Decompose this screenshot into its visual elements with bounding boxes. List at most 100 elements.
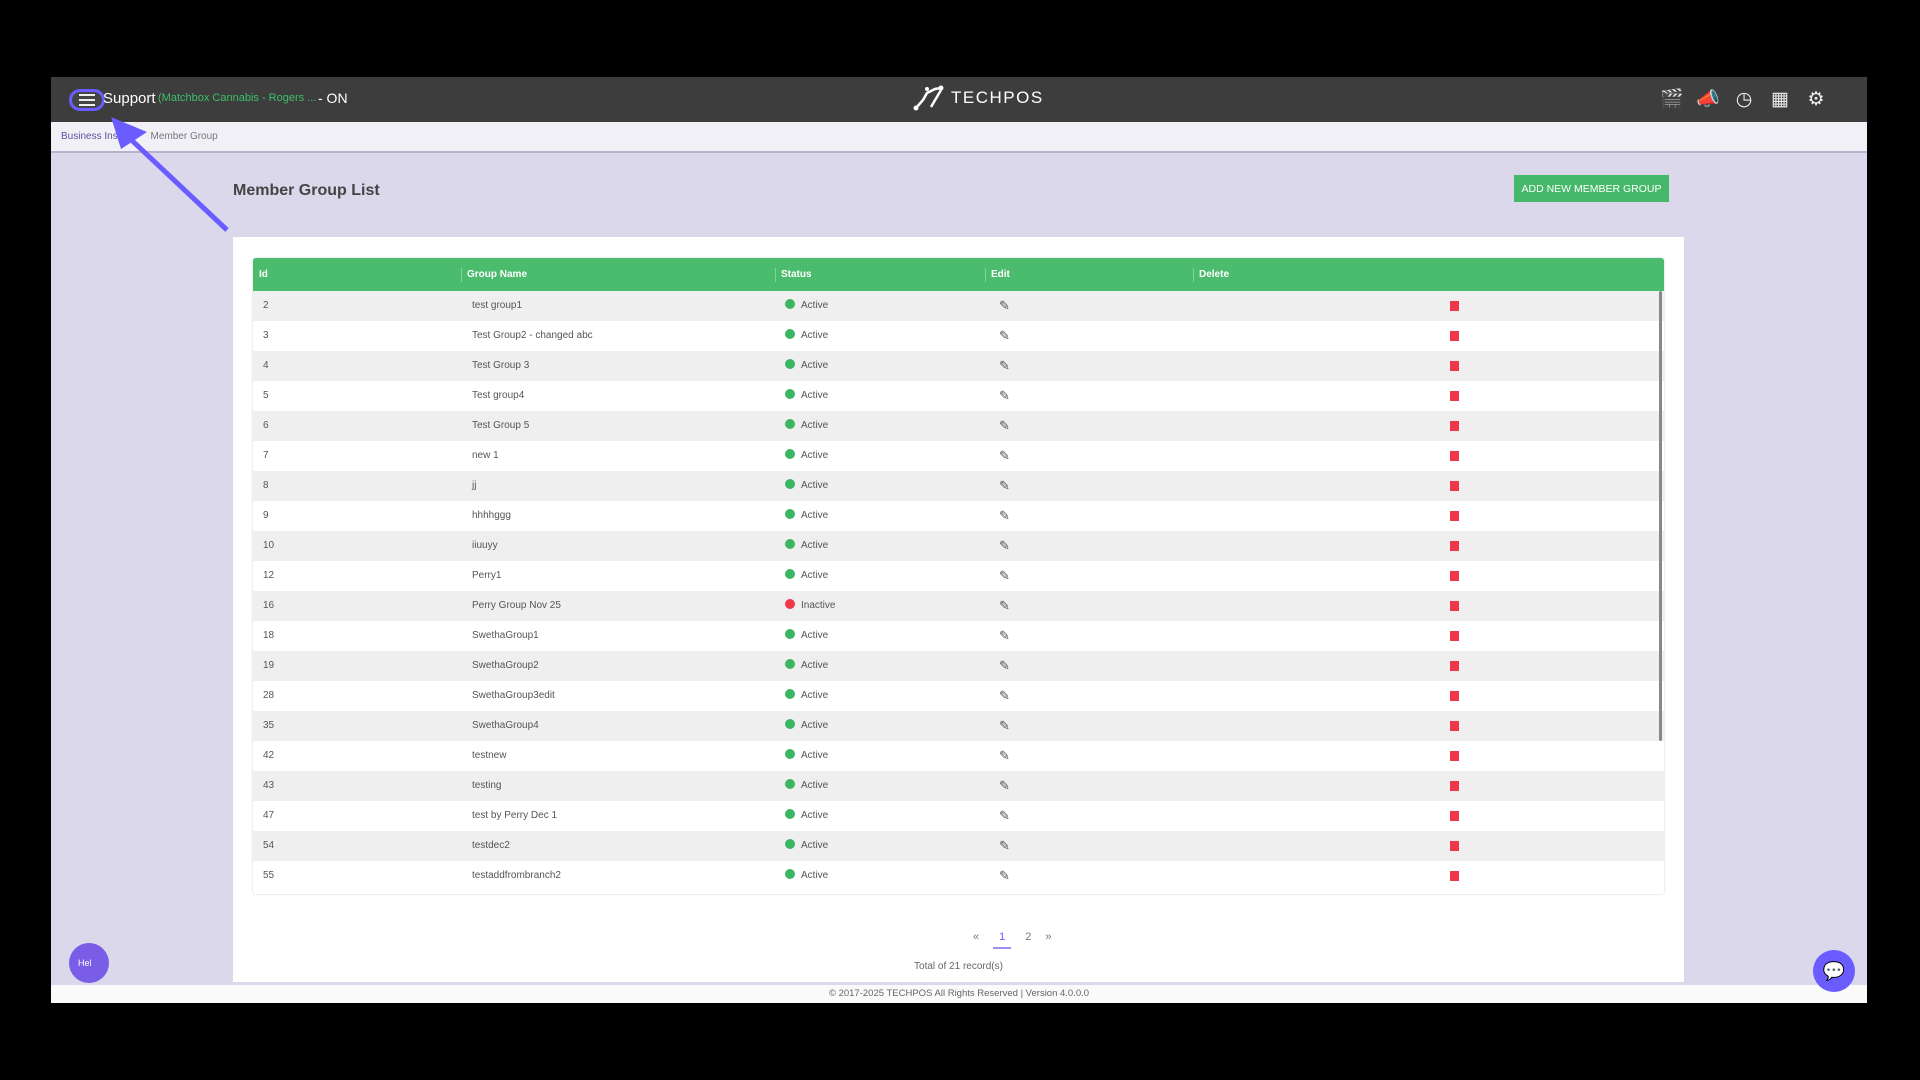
edit-pencil-icon[interactable]: ✎ [999, 448, 1010, 463]
delete-trash-icon[interactable] [1450, 381, 1459, 414]
status-text: Active [801, 570, 829, 581]
status-text: Active [801, 630, 829, 641]
status-text: Active [801, 390, 829, 401]
row-id: 18 [263, 630, 275, 641]
edit-pencil-icon[interactable]: ✎ [999, 718, 1010, 733]
table-row: 9 hhhhggg Active ✎ [253, 501, 1664, 531]
col-id[interactable]: Id [259, 269, 268, 280]
edit-pencil-icon[interactable]: ✎ [999, 538, 1010, 553]
edit-pencil-icon[interactable]: ✎ [999, 568, 1010, 583]
edit-pencil-icon[interactable]: ✎ [999, 778, 1010, 793]
row-status: Inactive [785, 591, 835, 621]
row-status: Active [785, 351, 828, 381]
delete-trash-icon[interactable] [1450, 351, 1459, 384]
divider [461, 268, 462, 282]
prev-page[interactable]: « [973, 931, 980, 943]
status-text: Active [801, 810, 829, 821]
row-status: Active [785, 741, 828, 771]
col-status[interactable]: Status [781, 269, 812, 280]
edit-pencil-icon[interactable]: ✎ [999, 418, 1010, 433]
row-status: Active [785, 291, 828, 321]
row-id: 54 [263, 840, 275, 851]
logo-text: TECHPOS [951, 88, 1044, 107]
hamburger-menu-button[interactable] [69, 89, 105, 111]
breadcrumb-parent[interactable]: Business Ins [61, 131, 118, 142]
table-row: 4 Test Group 3 Active ✎ [253, 351, 1664, 381]
row-status: Active [785, 681, 828, 711]
video-clapper-icon[interactable]: 🎬 [1660, 89, 1684, 110]
edit-pencil-icon[interactable]: ✎ [999, 328, 1010, 343]
edit-pencil-icon[interactable]: ✎ [999, 358, 1010, 373]
chat-icon[interactable]: 💬 [1813, 950, 1855, 992]
row-status: Active [785, 861, 828, 891]
status-dot-icon [785, 869, 795, 879]
col-group-name[interactable]: Group Name [467, 269, 528, 280]
delete-trash-icon[interactable] [1450, 591, 1459, 624]
row-group-name: SwethaGroup2 [472, 660, 539, 671]
delete-trash-icon[interactable] [1450, 861, 1459, 894]
table-card: Id Group Name Status Edit Delete 2 test … [233, 237, 1684, 982]
delete-trash-icon[interactable] [1450, 411, 1459, 444]
delete-trash-icon[interactable] [1450, 681, 1459, 714]
row-status: Active [785, 321, 828, 351]
row-id: 43 [263, 780, 275, 791]
megaphone-icon[interactable]: 📣 [1696, 89, 1720, 110]
page-1[interactable]: 1 [993, 931, 1012, 949]
table-scrollbar[interactable] [1659, 291, 1662, 741]
help-button[interactable]: Hel [69, 943, 109, 983]
edit-pencil-icon[interactable]: ✎ [999, 478, 1010, 493]
delete-trash-icon[interactable] [1450, 801, 1459, 834]
edit-pencil-icon[interactable]: ✎ [999, 838, 1010, 853]
table-row: 3 Test Group2 - changed abc Active ✎ [253, 321, 1664, 351]
add-member-group-button[interactable]: ADD NEW MEMBER GROUP [1514, 175, 1669, 202]
edit-pencil-icon[interactable]: ✎ [999, 748, 1010, 763]
status-dot-icon [785, 629, 795, 639]
edit-pencil-icon[interactable]: ✎ [999, 298, 1010, 313]
delete-trash-icon[interactable] [1450, 621, 1459, 654]
row-status: Active [785, 471, 828, 501]
table-row: 43 testing Active ✎ [253, 771, 1664, 801]
gear-icon[interactable]: ⚙ [1807, 88, 1825, 110]
delete-trash-icon[interactable] [1450, 831, 1459, 864]
row-group-name: SwethaGroup3edit [472, 690, 555, 701]
delete-trash-icon[interactable] [1450, 471, 1459, 504]
status-dot-icon [785, 449, 795, 459]
row-group-name: test by Perry Dec 1 [472, 810, 558, 821]
table-row: 47 test by Perry Dec 1 Active ✎ [253, 801, 1664, 831]
status-dot-icon [785, 839, 795, 849]
row-id: 35 [263, 720, 275, 731]
delete-trash-icon[interactable] [1450, 291, 1459, 324]
delete-trash-icon[interactable] [1450, 711, 1459, 744]
edit-pencil-icon[interactable]: ✎ [999, 388, 1010, 403]
edit-pencil-icon[interactable]: ✎ [999, 868, 1010, 883]
footer: © 2017-2025 TECHPOS All Rights Reserved … [51, 985, 1867, 1003]
next-page[interactable]: » [1045, 931, 1052, 943]
edit-pencil-icon[interactable]: ✎ [999, 628, 1010, 643]
status-text: Active [801, 300, 829, 311]
edit-pencil-icon[interactable]: ✎ [999, 508, 1010, 523]
status-dot-icon [785, 719, 795, 729]
delete-trash-icon[interactable] [1450, 321, 1459, 354]
clock-icon[interactable]: ◷ [1735, 88, 1753, 110]
edit-pencil-icon[interactable]: ✎ [999, 808, 1010, 823]
delete-trash-icon[interactable] [1450, 441, 1459, 474]
status-text: Active [801, 480, 829, 491]
delete-trash-icon[interactable] [1450, 501, 1459, 534]
delete-trash-icon[interactable] [1450, 651, 1459, 684]
edit-pencil-icon[interactable]: ✎ [999, 598, 1010, 613]
page-2[interactable]: 2 [1025, 931, 1032, 943]
row-status: Active [785, 621, 828, 651]
delete-trash-icon[interactable] [1450, 561, 1459, 594]
logo-mark-icon [913, 85, 944, 111]
edit-pencil-icon[interactable]: ✎ [999, 658, 1010, 673]
store-icon[interactable]: ▦ [1771, 88, 1789, 110]
row-group-name: Test Group2 - changed abc [472, 330, 593, 341]
row-id: 8 [263, 480, 269, 491]
store-name[interactable]: (Matchbox Cannabis - Rogers ... [158, 92, 317, 104]
edit-pencil-icon[interactable]: ✎ [999, 688, 1010, 703]
delete-trash-icon[interactable] [1450, 741, 1459, 774]
row-group-name: testdec2 [472, 840, 510, 851]
delete-trash-icon[interactable] [1450, 771, 1459, 804]
delete-trash-icon[interactable] [1450, 531, 1459, 564]
row-group-name: Perry1 [472, 570, 502, 581]
